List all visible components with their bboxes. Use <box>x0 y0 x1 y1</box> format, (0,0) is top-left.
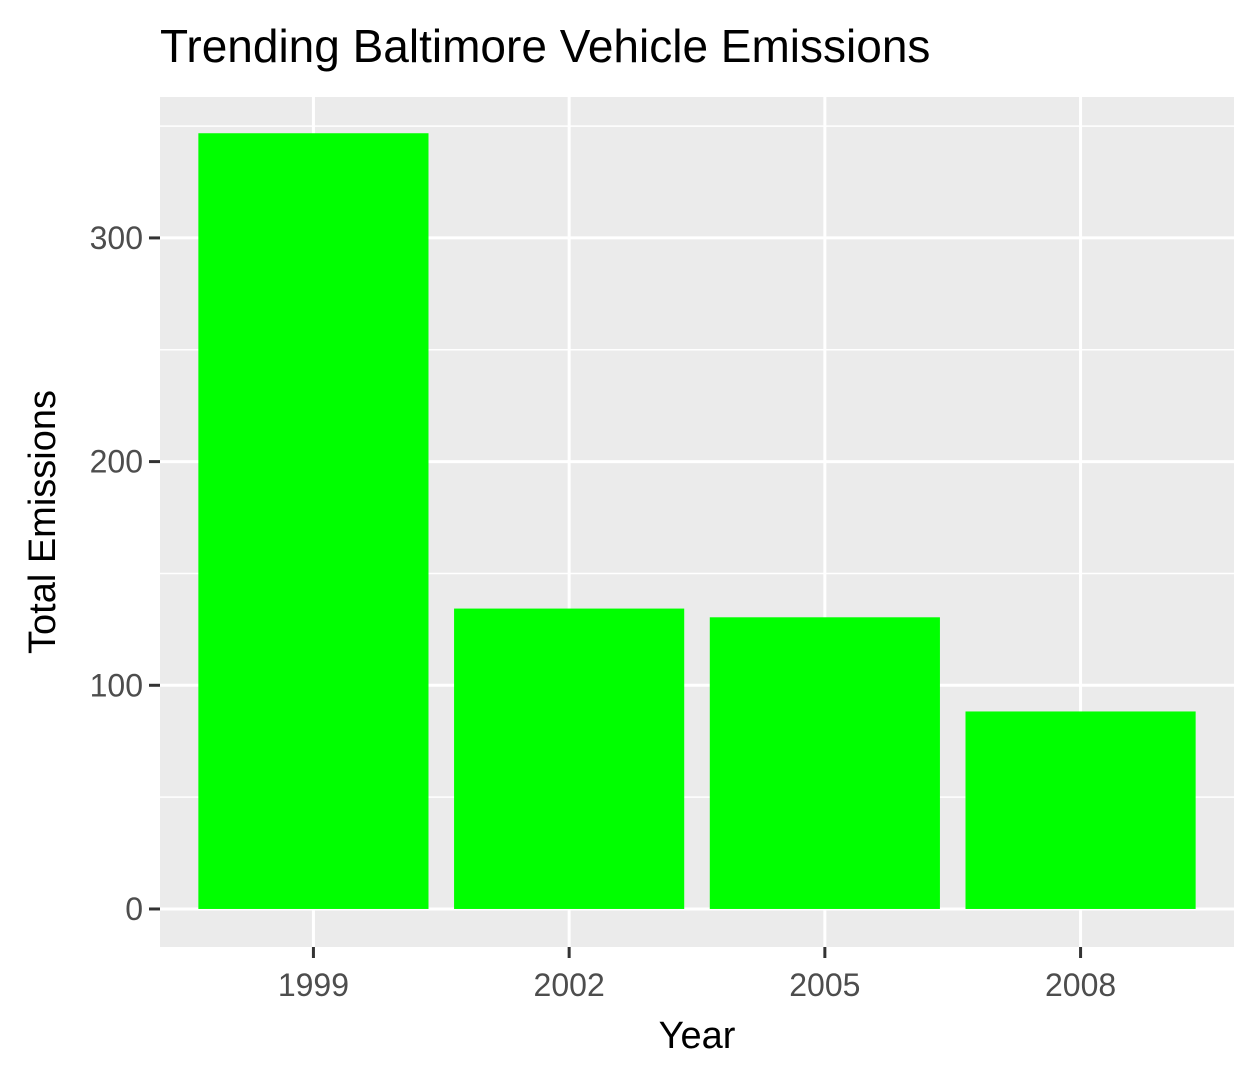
y-axis: 0 100 200 300 <box>90 220 160 927</box>
bar-2005 <box>709 617 940 909</box>
bar-2002 <box>454 608 685 909</box>
x-tick-label: 1999 <box>278 967 349 1003</box>
x-tick-label: 2002 <box>534 967 605 1003</box>
bar-2008 <box>965 711 1196 909</box>
chart-title: Trending Baltimore Vehicle Emissions <box>160 20 930 72</box>
x-tick-label: 2005 <box>789 967 860 1003</box>
y-axis-title: Total Emissions <box>22 390 64 654</box>
y-tick-label: 0 <box>125 891 143 927</box>
x-tick-label: 2008 <box>1045 967 1116 1003</box>
y-tick-label: 300 <box>90 220 143 256</box>
x-axis: 1999 2002 2005 2008 <box>278 947 1116 1003</box>
y-tick-label: 100 <box>90 667 143 703</box>
y-tick-label: 200 <box>90 444 143 480</box>
bars <box>198 133 1196 909</box>
x-axis-title: Year <box>659 1015 736 1057</box>
bar-1999 <box>198 133 429 909</box>
